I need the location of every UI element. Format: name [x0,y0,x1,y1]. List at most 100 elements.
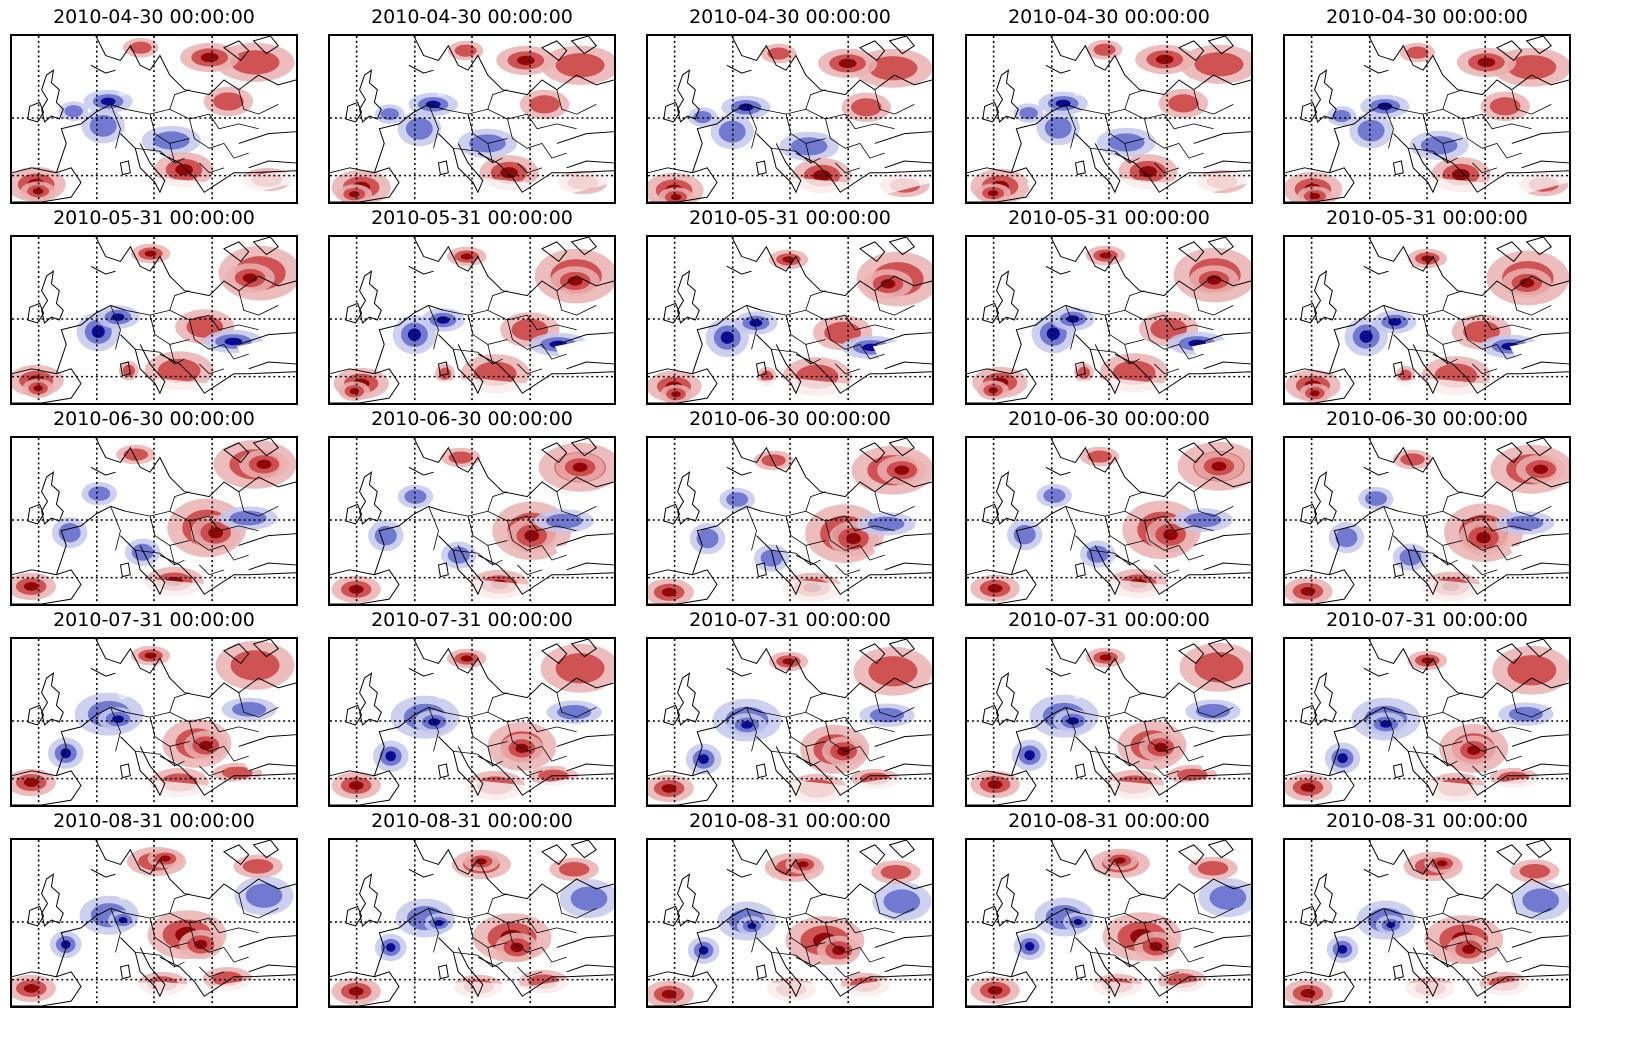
coast-line [41,873,64,927]
negative-anomaly-mid [790,137,828,156]
border-line [110,707,121,752]
map-cell-r5-c4: 2010-08-31 00:00:00 [965,804,1253,1008]
coast-line [1392,160,1404,176]
border-line [1481,515,1532,532]
coast-line [359,873,382,927]
border-line [526,515,577,532]
coast-line [120,133,166,194]
border-line [1442,89,1463,110]
negative-anomaly-core [1073,918,1083,926]
border-line [785,114,826,144]
negative-anomaly-core [436,316,450,324]
positive-anomaly-mid [880,864,912,880]
map-cell-r3-c1: 2010-06-30 00:00:00 [10,402,298,606]
panel-title: 2010-07-31 00:00:00 [689,609,891,631]
graticule [648,237,932,403]
atlantic-sea [967,237,1051,296]
mediterranean-sea [1026,373,1251,403]
border-line [746,908,757,953]
border-line [526,113,577,130]
country-borders [1383,692,1552,777]
coast-line [1496,40,1523,62]
north-sea [1065,274,1106,298]
coast-line [437,361,449,377]
coast-line [438,133,484,194]
coast-line [1363,868,1389,878]
border-line [1462,922,1498,953]
map-cell-r2-c4: 2010-05-31 00:00:00 [965,201,1253,405]
negative-anomaly-mid [883,889,921,914]
coast-line [556,935,614,948]
north-sea [746,274,787,298]
border-line [1124,692,1145,713]
map-cell-r5-c5: 2010-08-31 00:00:00 [1283,804,1571,1008]
coast-line [252,36,279,55]
border-line [1144,922,1180,953]
panel-title: 2010-04-30 00:00:00 [1008,6,1210,28]
coast-line [1139,74,1251,96]
black-sea [1191,133,1251,168]
north-sea [1065,877,1106,901]
coastlines [1285,36,1569,202]
border-line [1178,344,1204,360]
coast-line [726,667,752,677]
coast-line [1193,734,1251,747]
coast-line [663,302,681,324]
europe-map [12,639,296,805]
black-sea [872,937,932,972]
north-sea [1065,73,1106,97]
panel-title: 2010-08-31 00:00:00 [689,810,891,832]
map-cell-r2-c1: 2010-05-31 00:00:00 [10,201,298,405]
map-panel [10,34,298,204]
graticule [330,36,614,202]
mediterranean-sea [71,373,296,403]
border-line [825,922,861,953]
positive-anomaly-core [837,746,851,756]
border-line [1124,746,1140,767]
map-panel [10,436,298,606]
coast-line [184,677,296,699]
bay-of-biscay [1285,726,1320,766]
coast-line [438,535,484,596]
panel-title: 2010-08-31 00:00:00 [371,810,573,832]
black-sea [236,334,296,369]
sea-areas [648,840,932,1006]
coast-line [413,840,503,895]
border-line [1090,348,1130,365]
coast-line [413,237,503,292]
mediterranean-sea [71,172,296,202]
border-line [1065,707,1076,752]
positive-anomaly-core [1467,745,1481,756]
black-sea [554,535,614,570]
north-sea [110,274,151,298]
coast-line [677,471,700,525]
black-sea [236,736,296,771]
coast-line [566,361,614,370]
border-line [208,314,259,331]
border-line [746,707,757,752]
coast-line [756,736,802,797]
positive-anomaly-core [846,532,861,545]
coast-line [677,69,700,123]
border-line [453,951,493,968]
border-line [1065,104,1076,149]
graticule [648,36,932,202]
border-line [169,692,190,713]
border-line [517,363,543,375]
sea-areas [330,237,614,403]
coast-line [1207,438,1234,457]
coast-line [345,302,363,324]
negative-anomaly-core [747,922,757,930]
bay-of-biscay [330,324,365,364]
border-line [859,947,885,963]
country-borders [746,290,915,375]
positive-anomaly-core [1300,988,1316,998]
coast-line [996,873,1019,927]
border-line [135,549,175,566]
border-line [1408,549,1448,566]
negative-anomaly-core [1359,330,1373,343]
border-line [1496,947,1522,963]
coast-line [345,905,363,927]
positive-anomaly-core [894,465,910,475]
graticule [648,639,932,805]
